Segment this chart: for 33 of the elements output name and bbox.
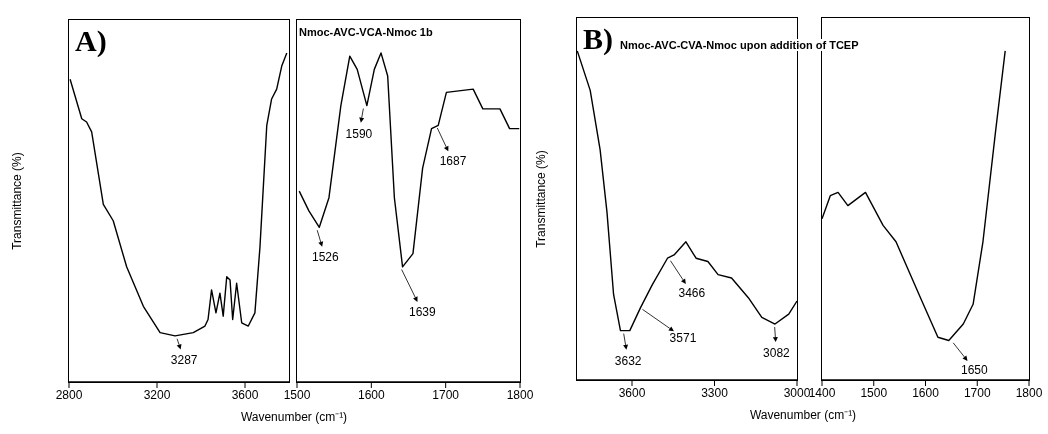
x-tick-label: 1700 — [432, 387, 460, 402]
x-tick-label: 1500 — [860, 385, 888, 400]
x-axis-title: Wavenumber (cm⁻¹) — [240, 409, 348, 425]
x-tick-label: 3600 — [618, 385, 646, 400]
annotation: 1526 — [311, 250, 339, 265]
annotation: 3571 — [669, 330, 697, 345]
x-tick-label: 1600 — [357, 387, 385, 402]
annotation: 3287 — [170, 352, 198, 367]
chart-subtitle: Nmoc-AVC-CVA-Nmoc upon addition of TCEP — [617, 39, 862, 51]
x-tick-label: 1400 — [808, 385, 836, 400]
x-tick-label: 1500 — [283, 387, 311, 402]
x-tick-label: 1700 — [963, 385, 991, 400]
annotation: 3466 — [678, 286, 706, 301]
y-axis-title: Transmittance (%) — [534, 150, 548, 248]
x-axis-title: Wavenumber (cm⁻¹) — [749, 407, 857, 423]
x-tick-label: 3300 — [701, 385, 729, 400]
chart-title: B) — [583, 22, 613, 55]
x-tick-label: 3000 — [783, 385, 811, 400]
x-tick-label: 1600 — [912, 385, 940, 400]
annotation: 3082 — [763, 346, 791, 361]
annotation: 1687 — [439, 154, 467, 169]
x-tick-label: 3600 — [231, 387, 259, 402]
x-tick-label: 1800 — [506, 387, 534, 402]
x-tick-label: 3200 — [143, 387, 171, 402]
x-tick-label: 1800 — [1015, 385, 1043, 400]
annotation: 1650 — [961, 362, 989, 377]
annotation: 3632 — [614, 353, 642, 368]
chart-title: A) — [75, 24, 107, 57]
x-tick-label: 2800 — [55, 387, 83, 402]
annotation: 1639 — [408, 304, 436, 319]
chart-title: Nmoc-AVC-VCA-Nmoc 1b — [299, 26, 433, 38]
y-axis-title: Transmittance (%) — [10, 152, 24, 250]
annotation: 1590 — [345, 126, 373, 141]
